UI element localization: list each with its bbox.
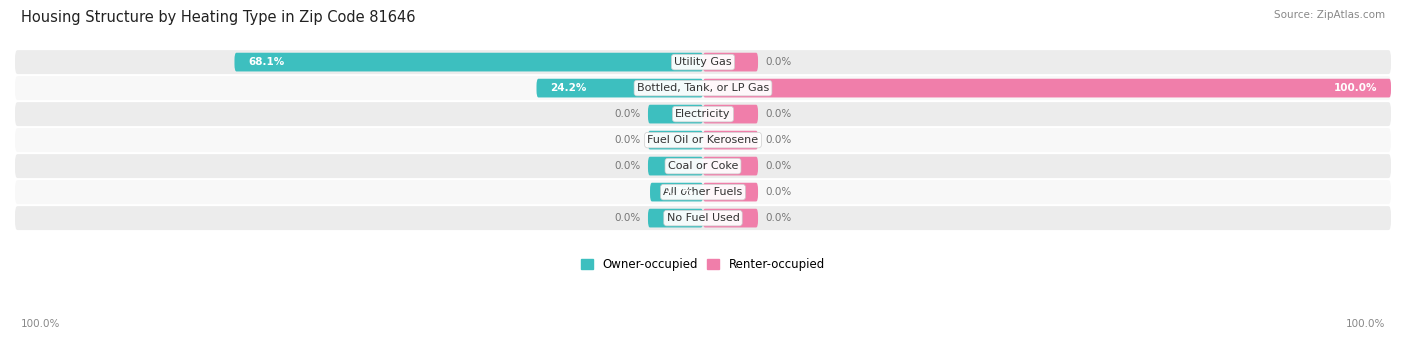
FancyBboxPatch shape (15, 76, 1391, 100)
Text: 0.0%: 0.0% (765, 161, 792, 171)
Text: 0.0%: 0.0% (614, 135, 641, 145)
Text: 7.7%: 7.7% (664, 187, 693, 197)
Text: Source: ZipAtlas.com: Source: ZipAtlas.com (1274, 10, 1385, 20)
FancyBboxPatch shape (703, 53, 758, 72)
FancyBboxPatch shape (15, 102, 1391, 126)
Text: 0.0%: 0.0% (765, 187, 792, 197)
FancyBboxPatch shape (537, 79, 703, 98)
Text: 100.0%: 100.0% (1334, 83, 1378, 93)
FancyBboxPatch shape (650, 183, 703, 202)
Text: Fuel Oil or Kerosene: Fuel Oil or Kerosene (647, 135, 759, 145)
FancyBboxPatch shape (648, 105, 703, 123)
Text: 0.0%: 0.0% (614, 161, 641, 171)
FancyBboxPatch shape (703, 183, 758, 202)
Text: No Fuel Used: No Fuel Used (666, 213, 740, 223)
Text: 0.0%: 0.0% (765, 213, 792, 223)
FancyBboxPatch shape (703, 131, 758, 149)
Text: 100.0%: 100.0% (21, 319, 60, 329)
FancyBboxPatch shape (703, 79, 1391, 98)
Text: 68.1%: 68.1% (249, 57, 284, 67)
FancyBboxPatch shape (703, 105, 758, 123)
Text: 0.0%: 0.0% (765, 135, 792, 145)
FancyBboxPatch shape (15, 128, 1391, 152)
FancyBboxPatch shape (15, 154, 1391, 178)
FancyBboxPatch shape (648, 131, 703, 149)
FancyBboxPatch shape (15, 206, 1391, 230)
FancyBboxPatch shape (235, 53, 703, 72)
FancyBboxPatch shape (648, 157, 703, 176)
FancyBboxPatch shape (15, 50, 1391, 74)
Text: All other Fuels: All other Fuels (664, 187, 742, 197)
Text: 0.0%: 0.0% (614, 213, 641, 223)
Text: Housing Structure by Heating Type in Zip Code 81646: Housing Structure by Heating Type in Zip… (21, 10, 416, 25)
Text: 24.2%: 24.2% (550, 83, 586, 93)
Text: 100.0%: 100.0% (1346, 319, 1385, 329)
Text: Electricity: Electricity (675, 109, 731, 119)
Legend: Owner-occupied, Renter-occupied: Owner-occupied, Renter-occupied (576, 254, 830, 276)
Text: 0.0%: 0.0% (765, 109, 792, 119)
FancyBboxPatch shape (648, 209, 703, 227)
Text: Bottled, Tank, or LP Gas: Bottled, Tank, or LP Gas (637, 83, 769, 93)
FancyBboxPatch shape (15, 180, 1391, 204)
FancyBboxPatch shape (703, 209, 758, 227)
Text: Coal or Coke: Coal or Coke (668, 161, 738, 171)
FancyBboxPatch shape (703, 157, 758, 176)
Text: 0.0%: 0.0% (765, 57, 792, 67)
Text: 0.0%: 0.0% (614, 109, 641, 119)
Text: Utility Gas: Utility Gas (675, 57, 731, 67)
